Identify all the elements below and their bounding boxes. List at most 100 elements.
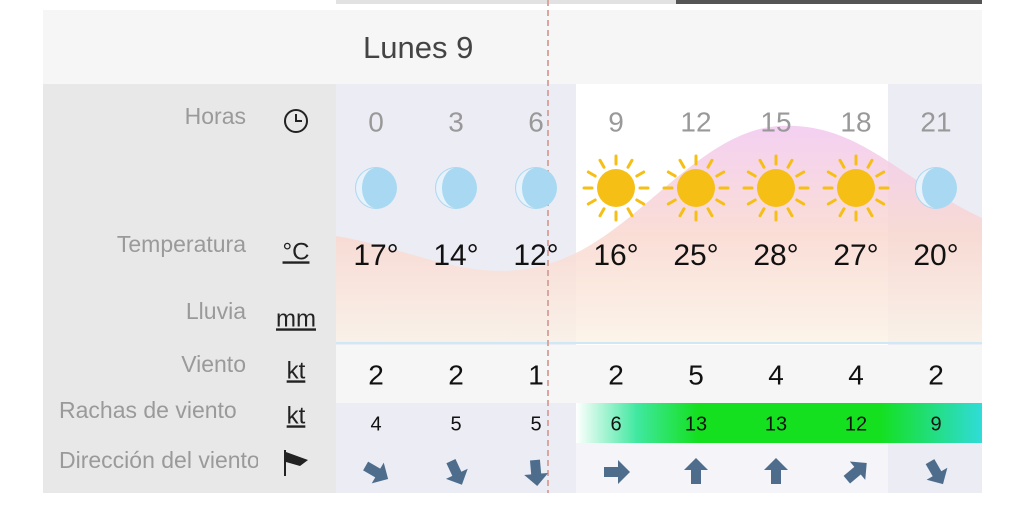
moon-shade	[436, 168, 456, 208]
wind: 4	[768, 359, 784, 390]
row-label: Viento	[181, 351, 246, 377]
sun-ray	[626, 158, 634, 169]
sun-ray	[598, 207, 606, 218]
sun-ray	[838, 158, 846, 169]
dir-bg	[336, 443, 982, 493]
wind-arrow	[764, 458, 788, 484]
day-title: Lunes 9	[363, 30, 473, 65]
clock-icon	[284, 109, 308, 133]
windsock-icon	[284, 450, 308, 476]
sun-ray	[866, 158, 874, 169]
temperature: 27°	[833, 239, 878, 272]
wind-arrow	[524, 459, 549, 486]
sun-ray	[875, 170, 886, 178]
wind: 1	[528, 359, 544, 390]
gust: 5	[530, 413, 541, 435]
hour: 3	[448, 106, 464, 137]
sun-icon	[822, 154, 890, 222]
hour: 21	[920, 106, 951, 137]
sun-disc	[837, 169, 875, 207]
wind-bg	[336, 345, 982, 403]
sun-icon	[662, 154, 730, 222]
sun-ray	[826, 170, 837, 178]
sun-ray	[626, 207, 634, 218]
tab-bar	[336, 0, 676, 4]
row-label: Rachas de viento	[59, 397, 237, 423]
row-label: Temperatura	[117, 231, 246, 257]
temperature: 14°	[433, 239, 478, 272]
sun-disc	[757, 169, 795, 207]
wind: 5	[688, 359, 704, 390]
temperature: 20°	[913, 239, 958, 272]
sun-ray	[706, 158, 714, 169]
wind-arrow	[604, 460, 630, 484]
wind: 4	[848, 359, 864, 390]
sun-ray	[586, 198, 597, 206]
sun-ray	[746, 170, 757, 178]
wind-arrow	[445, 459, 468, 485]
hour: 6	[528, 106, 544, 137]
gust: 5	[450, 413, 461, 435]
gust: 13	[685, 413, 707, 435]
sun-ray	[635, 198, 646, 206]
sun-ray	[786, 158, 794, 169]
unit: mm	[276, 305, 316, 332]
hour: 12	[680, 106, 711, 137]
moon-disc	[915, 167, 957, 209]
row-label: Horas	[185, 103, 246, 129]
header	[43, 10, 982, 84]
gust-band	[576, 403, 982, 443]
sun-ray	[795, 170, 806, 178]
gust: 12	[845, 413, 867, 435]
sun-ray	[706, 207, 714, 218]
wind: 2	[368, 359, 384, 390]
sun-ray	[715, 170, 726, 178]
tab-bar-active	[676, 0, 982, 4]
hour: 15	[760, 106, 791, 137]
temperature: 25°	[673, 239, 718, 272]
sun-ray	[715, 198, 726, 206]
moon-icon	[435, 167, 477, 209]
moon-disc	[515, 167, 557, 209]
wind: 2	[448, 359, 464, 390]
sun-ray	[586, 170, 597, 178]
moon-shade	[916, 168, 936, 208]
temperature: 17°	[353, 239, 398, 272]
row-label: Lluvia	[186, 298, 246, 324]
unit: kt	[287, 402, 306, 429]
sun-disc	[597, 169, 635, 207]
moon-disc	[355, 167, 397, 209]
sun-ray	[795, 198, 806, 206]
moon-disc	[435, 167, 477, 209]
sun-ray	[826, 198, 837, 206]
sun-ray	[598, 158, 606, 169]
hour: 18	[840, 106, 871, 137]
gust: 6	[610, 413, 621, 435]
gust: 9	[930, 413, 941, 435]
wind-arrow	[363, 461, 389, 484]
wind-arrow	[684, 458, 708, 484]
label-panel	[43, 84, 336, 493]
moon-icon	[515, 167, 557, 209]
gust: 4	[370, 413, 381, 435]
hour: 0	[368, 106, 384, 137]
wind: 2	[928, 359, 944, 390]
temperature: 28°	[753, 239, 798, 272]
sun-ray	[678, 158, 686, 169]
sun-ray	[666, 170, 677, 178]
sun-ray	[746, 198, 757, 206]
moon-icon	[915, 167, 957, 209]
temperature: 16°	[593, 239, 638, 272]
hour: 9	[608, 106, 624, 137]
sun-ray	[786, 207, 794, 218]
sun-ray	[838, 207, 846, 218]
moon-icon	[355, 167, 397, 209]
sun-ray	[758, 158, 766, 169]
temperature-curve	[336, 125, 982, 343]
moon-shade	[516, 168, 536, 208]
sun-ray	[666, 198, 677, 206]
sun-disc	[677, 169, 715, 207]
moon-shade	[356, 168, 376, 208]
